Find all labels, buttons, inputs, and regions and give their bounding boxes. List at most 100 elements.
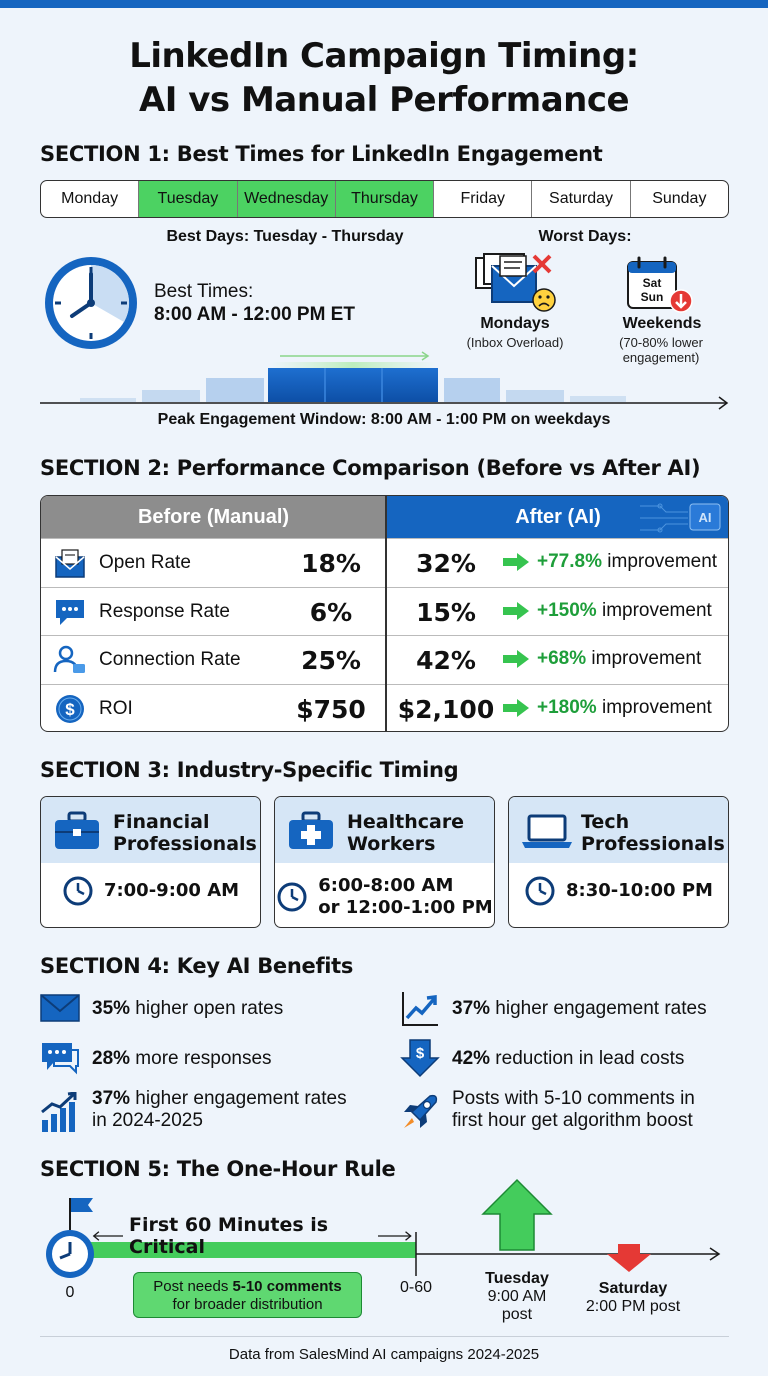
chat-bubble-icon bbox=[56, 599, 84, 625]
day-sunday: Sunday bbox=[652, 190, 707, 207]
best-times-value: 8:00 AM - 12:00 PM ET bbox=[154, 304, 355, 325]
metric-label: Connection Rate bbox=[99, 649, 241, 670]
improvement: +68% improvement bbox=[503, 648, 701, 670]
clock-icon bbox=[63, 876, 93, 906]
chat-bubble-icon bbox=[42, 1043, 79, 1075]
industry-card-financial: Financial Professionals 7:00-9:00 AM bbox=[40, 796, 261, 928]
tick-zero: 0 bbox=[65, 1284, 75, 1301]
worst-days-label: Worst Days: bbox=[538, 228, 632, 245]
svg-text:$: $ bbox=[65, 700, 75, 719]
day-wednesday: Wednesday bbox=[237, 181, 336, 217]
worst-mondays: Mondays bbox=[480, 315, 550, 332]
day-monday: Monday bbox=[41, 181, 140, 217]
page-title: LinkedIn Campaign Timing: AI vs Manual P… bbox=[129, 36, 639, 120]
peak-window-label: Peak Engagement Window: 8:00 AM - 1:00 P… bbox=[157, 411, 611, 428]
worst-mondays-sub: (Inbox Overload) bbox=[466, 335, 564, 350]
metric-label: ROI bbox=[99, 697, 133, 719]
best-days-label: Best Days: Tuesday - Thursday bbox=[166, 228, 404, 245]
day-saturday: Saturday bbox=[532, 181, 631, 217]
green-arrow-icon bbox=[503, 650, 529, 668]
after-value: 42% bbox=[416, 646, 476, 675]
industry-name: Tech Professionals bbox=[581, 811, 725, 855]
benefit-open-rates: 35% higher open rates bbox=[40, 992, 380, 1026]
after-value: 15% bbox=[416, 597, 476, 627]
best-times: Best Times: 8:00 AM - 12:00 PM ET bbox=[154, 280, 355, 326]
day-tuesday: Tuesday bbox=[139, 181, 238, 217]
benefit-engagement-rates: 37% higher engagement rates bbox=[400, 990, 730, 1028]
worst-weekends-sub: (70-80% lower engagement) bbox=[619, 335, 703, 365]
card-header: Healthcare Workers bbox=[275, 797, 494, 863]
tuesday-post-label: Tuesday 9:00 AM post bbox=[485, 1270, 549, 1323]
industry-card-healthcare: Healthcare Workers 6:00-8:00 AM or 12:00… bbox=[274, 796, 495, 928]
footer-divider bbox=[40, 1336, 729, 1337]
green-arrow-icon bbox=[503, 698, 529, 717]
briefcase-icon bbox=[55, 811, 99, 849]
industry-time: 7:00-9:00 AM bbox=[41, 875, 260, 907]
weekday-strip: Monday Tuesday Wednesday Thursday Friday… bbox=[40, 180, 729, 218]
industry-name: Healthcare Workers bbox=[347, 811, 465, 855]
dollar-coin-icon: $ bbox=[56, 694, 84, 723]
table-row-connection-rate: Connection Rate 25% 42% +68% improvement bbox=[41, 635, 728, 684]
table-row-open-rate: Open Rate 18% 32% +77.8% improvement bbox=[41, 538, 728, 587]
improvement: +180% improvement bbox=[503, 697, 712, 719]
metric-label: Open Rate bbox=[99, 552, 191, 573]
table-row-roi: $ ROI $750 $2,100 +180% improvement bbox=[41, 683, 728, 732]
benefit-engagement-2024: 37% higher engagement rates in 2024-2025 bbox=[40, 1088, 380, 1134]
clock-icon bbox=[525, 876, 555, 906]
improvement: +77.8% improvement bbox=[503, 551, 717, 573]
comments-needed-note: Post needs 5-10 comments for broader dis… bbox=[133, 1272, 362, 1318]
left-arrow-icon bbox=[92, 1231, 123, 1241]
top-accent-bar bbox=[0, 0, 768, 8]
ai-chip-icon: AI bbox=[640, 503, 721, 533]
critical-window-label: First 60 Minutes is Critical bbox=[92, 1214, 412, 1258]
trend-up-icon bbox=[402, 992, 438, 1026]
day-thursday: Thursday bbox=[335, 181, 435, 217]
envelope-icon bbox=[55, 549, 85, 578]
clock-icon bbox=[277, 882, 307, 912]
performance-table: Before (Manual) After (AI) AI Open Rate … bbox=[40, 495, 729, 732]
section2-heading: SECTION 2: Performance Comparison (Befor… bbox=[40, 456, 701, 480]
calendar-sat-text: Sat bbox=[643, 276, 662, 290]
clock-icon bbox=[45, 257, 137, 349]
cost-down-arrow-icon: $ bbox=[400, 1039, 440, 1078]
after-header: After (AI) AI bbox=[386, 496, 728, 538]
bar-chart-growth-icon bbox=[41, 1092, 77, 1132]
user-connection-icon bbox=[53, 645, 85, 673]
before-value: $750 bbox=[296, 694, 366, 724]
table-row-response-rate: Response Rate 6% 15% +150% improvement bbox=[41, 586, 728, 636]
before-value: 18% bbox=[301, 549, 361, 578]
footer-source: Data from SalesMind AI campaigns 2024-20… bbox=[228, 1346, 540, 1363]
rocket-icon bbox=[404, 1094, 438, 1128]
svg-text:$: $ bbox=[416, 1045, 425, 1062]
weekend-calendar-icon: Sat Sun bbox=[627, 256, 693, 313]
ai-badge-text: AI bbox=[699, 510, 712, 525]
after-value: 32% bbox=[416, 549, 476, 578]
benefit-algorithm-boost: Posts with 5-10 comments in first hour g… bbox=[400, 1088, 730, 1134]
industry-time: 8:30-10:00 PM bbox=[509, 875, 728, 907]
industry-card-tech: Tech Professionals 8:30-10:00 PM bbox=[508, 796, 729, 928]
industry-time: 6:00-8:00 AM or 12:00-1:00 PM bbox=[275, 875, 494, 919]
before-header: Before (Manual) bbox=[41, 496, 386, 538]
engagement-bars bbox=[40, 351, 729, 410]
green-arrow-icon bbox=[503, 601, 529, 620]
industry-name: Financial Professionals bbox=[113, 811, 257, 855]
one-hour-timeline bbox=[46, 1178, 721, 1278]
after-value: $2,100 bbox=[397, 694, 495, 724]
day-friday: Friday bbox=[434, 181, 533, 217]
section3-heading: SECTION 3: Industry-Specific Timing bbox=[40, 758, 459, 782]
section4-heading: SECTION 4: Key AI Benefits bbox=[40, 954, 354, 978]
table-divider bbox=[385, 496, 387, 731]
section1-heading: SECTION 1: Best Times for LinkedIn Engag… bbox=[40, 142, 603, 166]
before-value: 6% bbox=[309, 597, 353, 627]
card-header: Tech Professionals bbox=[509, 797, 728, 863]
section5-heading: SECTION 5: The One-Hour Rule bbox=[40, 1157, 396, 1181]
best-times-label: Best Times: bbox=[154, 281, 254, 302]
worst-weekends: Weekends bbox=[622, 315, 702, 332]
benefit-responses: 28% more responses bbox=[40, 1040, 380, 1076]
before-value: 25% bbox=[301, 646, 361, 675]
card-header: Financial Professionals bbox=[41, 797, 260, 863]
improvement: +150% improvement bbox=[503, 600, 712, 622]
medical-kit-icon bbox=[289, 811, 333, 849]
saturday-post-label: Saturday 2:00 PM post bbox=[585, 1280, 681, 1315]
tick-zero-sixty: 0-60 bbox=[399, 1279, 433, 1296]
